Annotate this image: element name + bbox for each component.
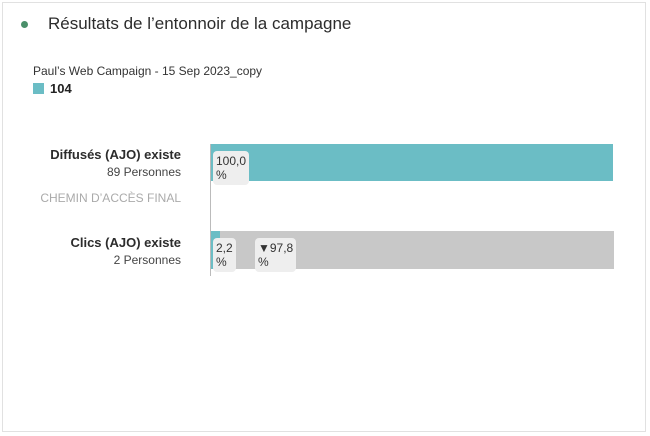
step-label: Clics (AJO) existe 2 Personnes xyxy=(70,235,181,267)
percent-badge: 2,2 % xyxy=(213,238,236,272)
status-dot-icon xyxy=(21,21,28,28)
panel-title: Résultats de l’entonnoir de la campagne xyxy=(48,14,352,33)
final-path-label: CHEMIN D’ACCÈS FINAL xyxy=(40,191,181,205)
step-name: Diffusés (AJO) existe xyxy=(50,147,181,162)
funnel-panel xyxy=(2,2,646,432)
legend-item[interactable]: 104 xyxy=(33,81,72,96)
step-label: Diffusés (AJO) existe 89 Personnes xyxy=(50,147,181,179)
step-name: Clics (AJO) existe xyxy=(70,235,181,250)
dropoff-badge: ▼97,8 % xyxy=(255,238,297,272)
bar-kept xyxy=(211,144,613,181)
percent-badge: 100,0 % xyxy=(213,151,250,185)
legend-swatch xyxy=(33,83,44,94)
legend-value: 104 xyxy=(50,81,72,96)
step-count: 89 Personnes xyxy=(106,165,181,179)
funnel-axis xyxy=(210,144,211,276)
step-count: 2 Personnes xyxy=(113,253,181,267)
legend-series-name: Paul’s Web Campaign - 15 Sep 2023_copy xyxy=(33,64,263,78)
